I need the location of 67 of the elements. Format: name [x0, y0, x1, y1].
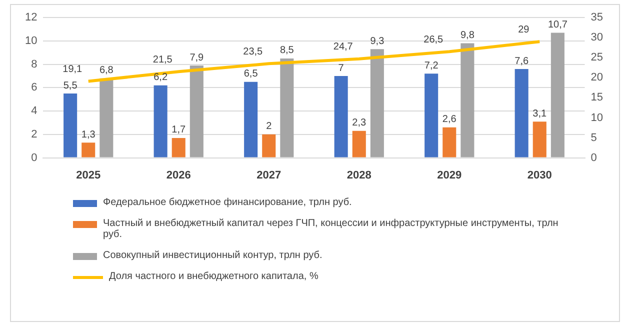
bar	[370, 49, 384, 158]
y-tick-label: 4	[31, 105, 38, 118]
x-tick-label: 2027	[256, 169, 282, 182]
y2-tick-label: 10	[590, 112, 604, 124]
data-label: 5,5	[63, 80, 78, 92]
y-tick-label: 12	[24, 12, 38, 24]
data-label: 9,8	[460, 30, 475, 42]
bar	[550, 32, 564, 158]
legend-label: Доля частного и внебюджетного капитала, %	[109, 271, 318, 282]
data-label: 2	[266, 121, 272, 132]
bar	[262, 134, 276, 158]
y-tick-label: 10	[24, 35, 38, 47]
data-label: 23,5	[243, 46, 264, 58]
y2-tick-label: 0	[590, 152, 597, 164]
y2-tick-label: 35	[590, 12, 604, 24]
bar	[352, 130, 366, 158]
data-label: 2,3	[352, 118, 367, 129]
x-tick-label: 2029	[437, 169, 462, 182]
bar	[190, 66, 204, 158]
data-label: 3,1	[532, 108, 548, 120]
data-label: 21,5	[152, 54, 173, 66]
bar	[172, 138, 186, 158]
bar	[514, 69, 528, 158]
data-label: 2,6	[442, 114, 457, 126]
y-tick-label: 0	[31, 152, 38, 164]
data-label: 19,1	[62, 64, 83, 76]
y2-tick-label: 20	[590, 72, 604, 84]
bar	[532, 122, 546, 158]
bar	[100, 78, 114, 158]
data-label: 1,7	[172, 124, 186, 136]
data-label: 24,7	[333, 42, 354, 53]
bar	[460, 43, 474, 158]
data-label: 6,2	[154, 72, 168, 84]
bar	[280, 58, 294, 158]
x-tick-label: 2030	[527, 169, 552, 182]
data-label: 10,7	[548, 20, 568, 31]
data-label: 26,5	[424, 34, 444, 46]
data-label: 9,3	[370, 36, 385, 47]
data-label: 7,9	[190, 52, 204, 64]
y2-tick-label: 5	[590, 132, 597, 144]
x-tick-label: 2028	[346, 169, 372, 182]
x-tick-label: 2025	[76, 169, 101, 182]
x-tick-label: 2026	[166, 169, 191, 182]
bar	[424, 74, 438, 158]
y2-tick-label: 30	[590, 32, 604, 44]
y2-tick-label: 15	[590, 92, 604, 104]
y-tick-label: 2	[31, 128, 38, 140]
data-label: 6,5	[244, 68, 258, 80]
y2-tick-label: 25	[590, 52, 604, 64]
data-label: 7,6	[514, 56, 529, 67]
bar	[334, 76, 348, 158]
data-label: 1,3	[81, 129, 96, 140]
bar	[82, 142, 96, 158]
data-label: 29	[518, 24, 530, 36]
legend-label: Совокупный инвестиционный контур, трлн руб.	[103, 250, 322, 261]
bar	[244, 82, 258, 158]
data-label: 7,2	[424, 60, 439, 72]
y-tick-label: 6	[31, 82, 38, 94]
legend-label: Частный и внебюджетный капитал через ГЧП, концессии и инфраструктурные инструменты, трлн руб.	[103, 218, 560, 240]
legend-label: Федеральное бюджетное финансирование, трлн руб.	[103, 197, 352, 208]
bar	[442, 127, 456, 158]
data-label: 7	[338, 62, 344, 74]
bar	[154, 85, 168, 158]
data-label: 6,8	[99, 65, 114, 76]
data-label: 8,5	[280, 45, 294, 56]
bar	[64, 94, 78, 158]
y-tick-label: 8	[31, 58, 38, 70]
